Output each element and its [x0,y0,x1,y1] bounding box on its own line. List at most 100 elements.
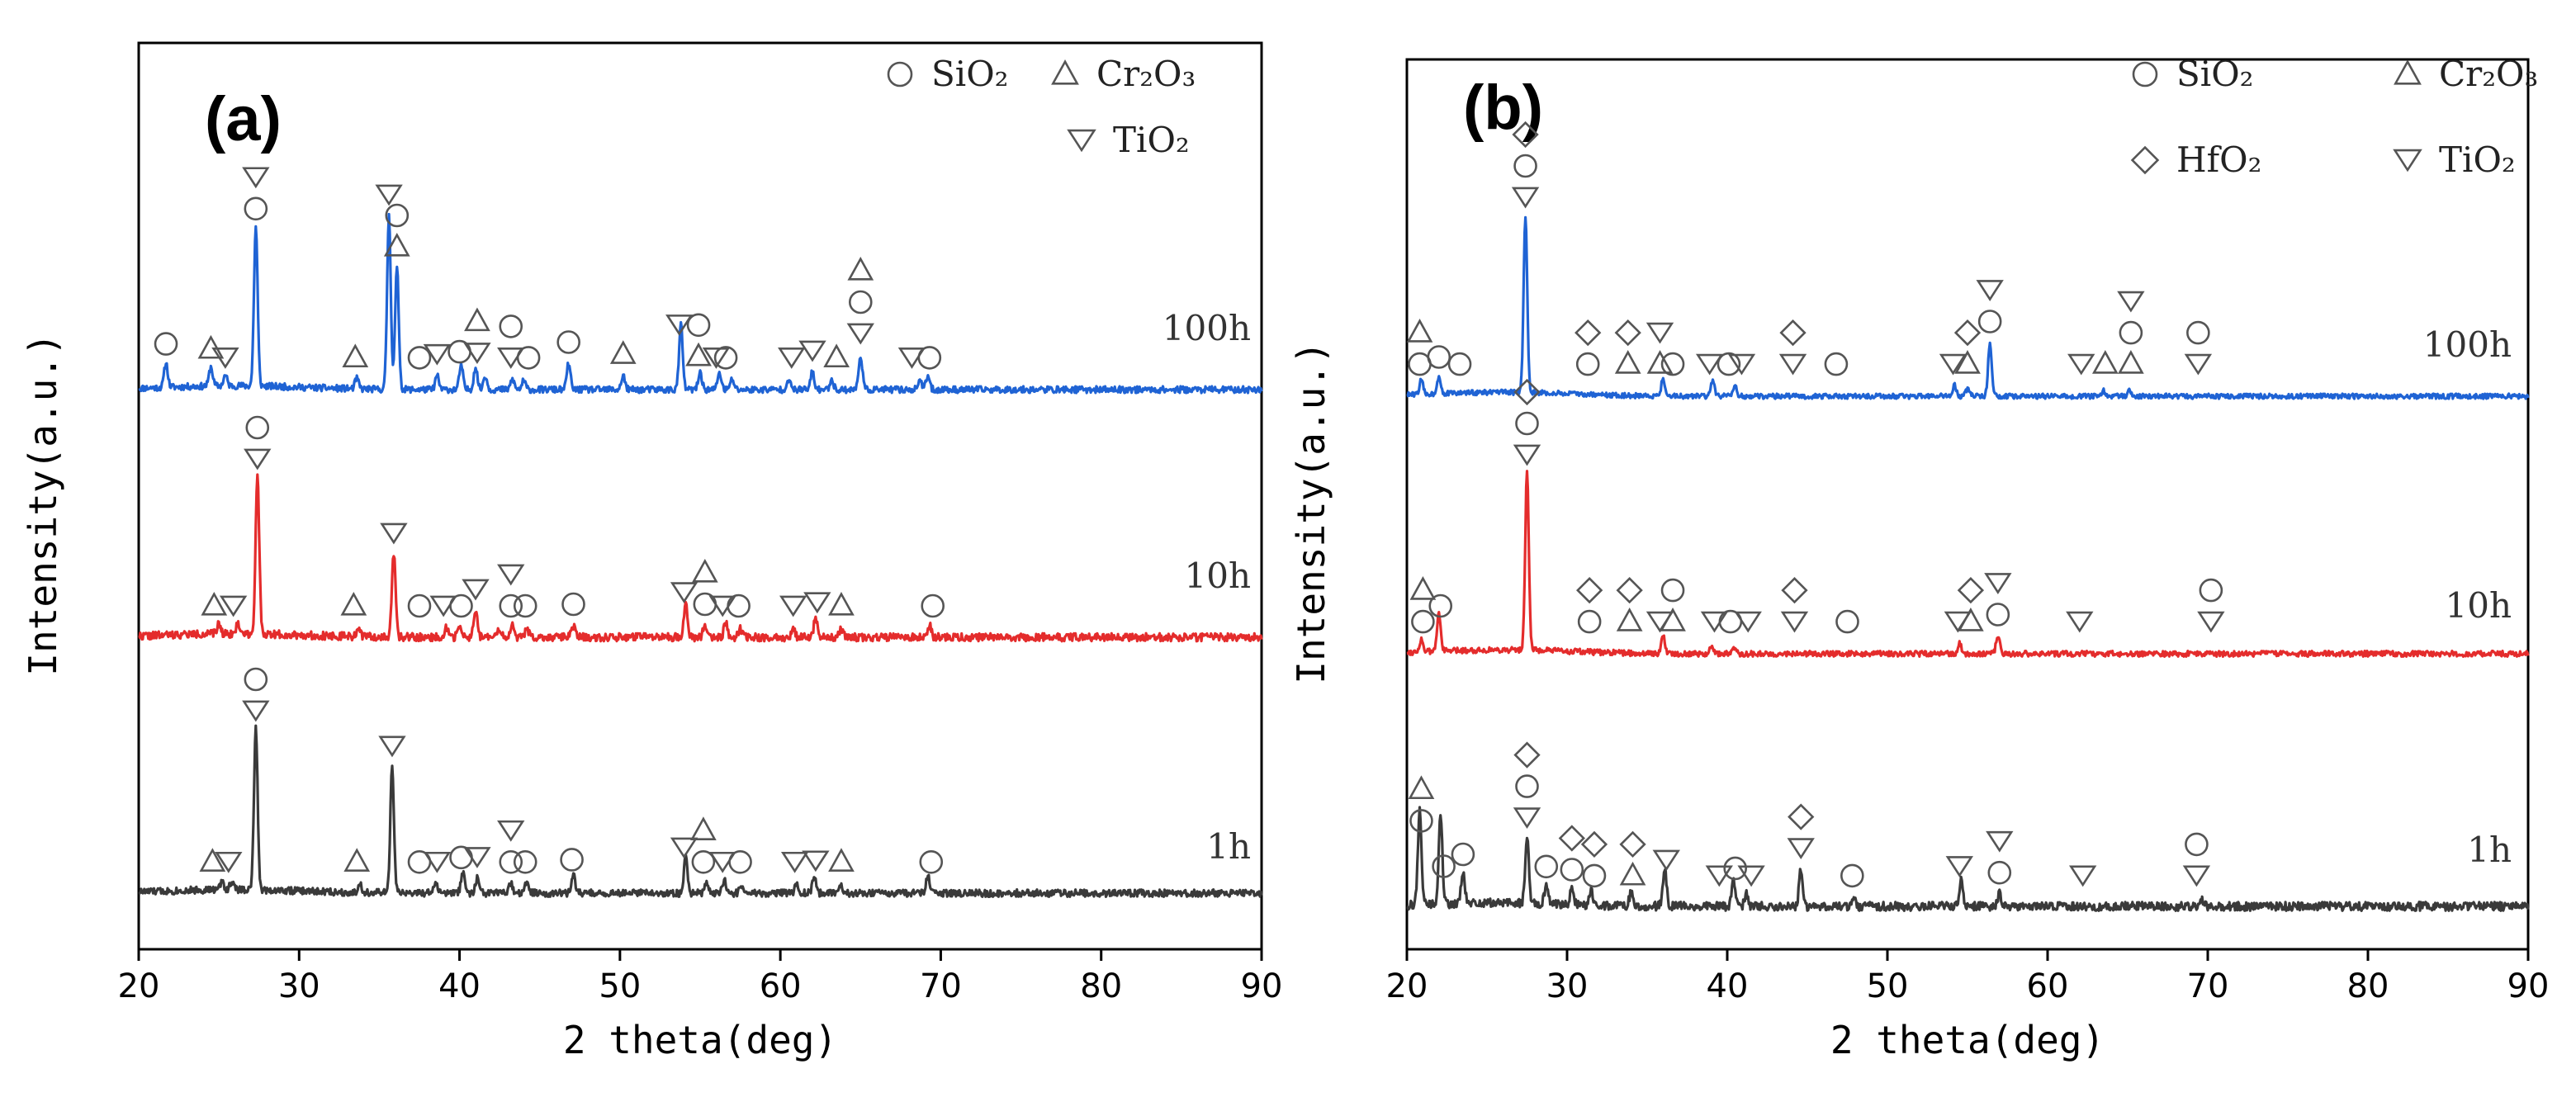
series-label: 1h [1206,826,1251,867]
peak-marker-diamond [1953,319,1982,347]
peak-marker-circle [2119,320,2143,345]
series-line-10h [1406,470,2530,659]
peak-marker-triangle-down [242,700,270,722]
peak-marker-triangle-down [219,595,248,617]
peak-marker-triangle-down [665,314,694,336]
peak-marker-triangle-down [1778,353,1807,376]
peak-marker-triangle-down [378,735,406,758]
peak-marker-triangle-down [1984,573,2012,594]
peak-marker-triangle-up [340,591,367,616]
peak-marker-triangle-down [375,184,403,206]
peak-marker-diamond [1788,803,1815,830]
peak-marker-triangle-up [828,591,855,616]
series-line-1h [1406,806,2530,912]
series-line-10h [138,473,1263,643]
peak-marker-triangle-down [1945,856,1973,877]
peak-marker-diamond [1619,830,1646,858]
peak-marker-triangle-down [1705,865,1733,887]
legend: SiO₂ Cr₂O₃ HfO₂ TiO₂ [2130,54,2538,180]
legend-marker-triangle-up [2394,59,2422,85]
legend: SiO₂ Cr₂O₃ TiO₂ [887,54,1196,160]
peak-marker-circle [499,850,523,874]
x-tick-label: 60 [2027,967,2069,1005]
x-tick-label: 40 [438,967,481,1005]
legend-label: TiO₂ [2439,140,2516,180]
peak-marker-circle [513,850,537,874]
peak-marker-triangle-up [1958,608,1984,631]
peak-marker-triangle-down [423,343,452,366]
x-tick-label: 30 [278,967,320,1005]
peak-marker-diamond [1779,319,1807,347]
peak-marker-circle [1447,352,1472,376]
peak-marker-circle [1723,856,1747,881]
peak-marker-triangle-up [1614,350,1641,374]
peak-marker-triangle-down [2117,291,2145,313]
plot-frame [137,41,1263,951]
peak-marker-triangle-up [1409,576,1437,600]
peak-marker-triangle-down [1646,322,1674,344]
peak-marker-triangle-down [1511,187,1540,209]
legend-marker-diamond [2130,145,2160,175]
peak-marker-circle [1515,411,1539,436]
x-tick-label: 70 [2187,967,2229,1005]
series-line-1h [138,724,1263,899]
peak-marker-triangle-down [1787,838,1815,860]
x-tick-label: 40 [1707,967,1749,1005]
peak-marker-triangle-down [463,847,491,868]
peak-marker-circle [713,346,738,370]
peak-marker-triangle-down [1976,280,2004,301]
legend-label: SiO₂ [2176,54,2253,94]
peak-marker-triangle-down [1727,353,1756,376]
peak-marker-circle [1432,854,1456,878]
peak-marker-triangle-down [2184,353,2213,376]
peak-marker-triangle-up [201,591,228,616]
peak-marker-diamond [1512,121,1539,149]
peak-marker-triangle-down [670,582,698,604]
peak-marker-circle [407,346,432,370]
peak-marker-circle [2185,832,2209,857]
peak-marker-circle [561,592,585,617]
peak-marker-triangle-up [1646,350,1674,374]
peak-marker-triangle-down [1944,611,1972,633]
peak-marker-diamond [1558,825,1585,852]
peak-marker-triangle-up [1619,861,1646,886]
peak-marker-triangle-up [828,848,855,872]
series-line-100h [138,212,1263,395]
legend-label: SiO₂ [931,54,1008,94]
peak-marker-triangle-down [2182,865,2211,887]
peak-marker-triangle-down [2068,865,2097,887]
peak-marker-circle [1577,609,1602,634]
panel-b: 20 30 40 50 60 70 80 90 2 theta(deg) Intensity(a.… [1289,54,2549,1062]
peak-marker-circle [513,593,537,618]
peak-marker-circle [848,290,873,314]
x-tick-label: 50 [1867,967,1909,1005]
peak-marker-triangle-up [343,848,371,872]
peak-marker-triangle-up [609,340,637,364]
x-tick-label: 60 [760,967,802,1005]
peak-marker-circle [1515,774,1539,798]
legend-label: Cr₂O₃ [2439,54,2538,94]
peak-marker-triangle-up [464,307,490,332]
peak-marker-diamond [1614,319,1641,347]
peak-marker-triangle-down [1986,830,2014,853]
x-tick-label: 80 [1080,967,1122,1005]
peak-marker-triangle-down [802,850,830,872]
peak-marker-circle [921,593,945,618]
series-line-100h [1406,215,2530,400]
x-axis-label: 2 theta(deg) [563,1018,837,1062]
legend-marker-triangle-down [1067,129,1096,153]
x-tick-label: 20 [1386,967,1428,1005]
legend-label: Cr₂O₃ [1096,54,1196,94]
peak-marker-triangle-down [702,348,731,369]
peak-marker-triangle-down [1695,353,1724,376]
peak-marker-triangle-down [497,564,525,586]
peak-marker-triangle-down [463,343,491,364]
peak-marker-triangle-down [780,851,809,873]
peak-marker-triangle-up [823,343,850,368]
legend-label: TiO₂ [1113,120,1190,160]
peak-marker-circle [516,346,541,370]
peak-marker-triangle-down [497,820,525,842]
peak-marker-circle [1977,310,2002,333]
peak-marker-triangle-down [2067,353,2095,376]
peak-marker-triangle-down [778,348,806,369]
